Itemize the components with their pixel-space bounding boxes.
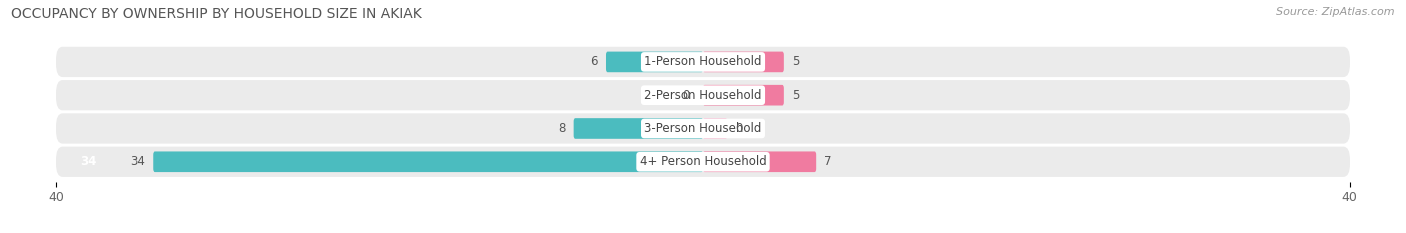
FancyBboxPatch shape	[703, 85, 785, 106]
FancyBboxPatch shape	[606, 51, 703, 72]
Text: 1-Person Household: 1-Person Household	[644, 55, 762, 69]
Text: 0: 0	[735, 122, 742, 135]
Text: 34: 34	[80, 155, 97, 168]
Text: 5: 5	[792, 55, 799, 69]
FancyBboxPatch shape	[703, 151, 815, 172]
Text: Source: ZipAtlas.com: Source: ZipAtlas.com	[1277, 7, 1395, 17]
Text: 0: 0	[683, 89, 690, 102]
Text: OCCUPANCY BY OWNERSHIP BY HOUSEHOLD SIZE IN AKIAK: OCCUPANCY BY OWNERSHIP BY HOUSEHOLD SIZE…	[11, 7, 422, 21]
FancyBboxPatch shape	[56, 147, 1350, 177]
FancyBboxPatch shape	[703, 118, 727, 139]
Text: 34: 34	[131, 155, 145, 168]
Text: 3-Person Household: 3-Person Household	[644, 122, 762, 135]
Text: 5: 5	[792, 89, 799, 102]
FancyBboxPatch shape	[56, 47, 1350, 77]
Text: 6: 6	[591, 55, 598, 69]
FancyBboxPatch shape	[56, 80, 1350, 110]
FancyBboxPatch shape	[153, 151, 703, 172]
Text: 2-Person Household: 2-Person Household	[644, 89, 762, 102]
Text: 7: 7	[824, 155, 832, 168]
FancyBboxPatch shape	[56, 113, 1350, 144]
FancyBboxPatch shape	[574, 118, 703, 139]
Text: 8: 8	[558, 122, 565, 135]
Text: 4+ Person Household: 4+ Person Household	[640, 155, 766, 168]
FancyBboxPatch shape	[703, 51, 785, 72]
